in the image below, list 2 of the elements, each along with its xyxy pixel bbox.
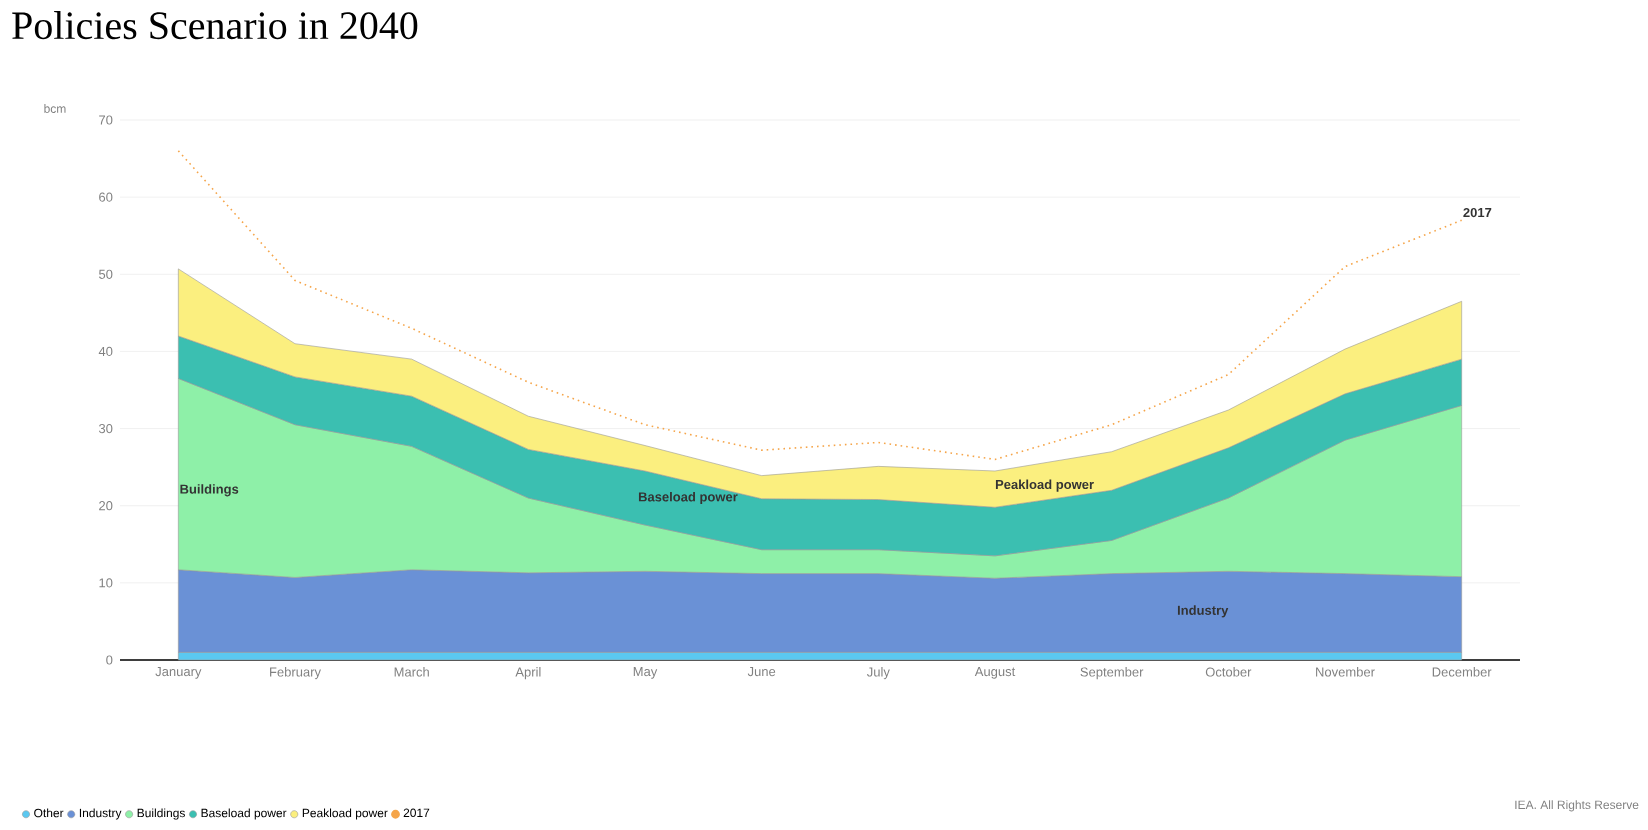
chart-title: Policies Scenario in 2040 [12, 11, 418, 40]
line-series [177, 150, 1463, 461]
